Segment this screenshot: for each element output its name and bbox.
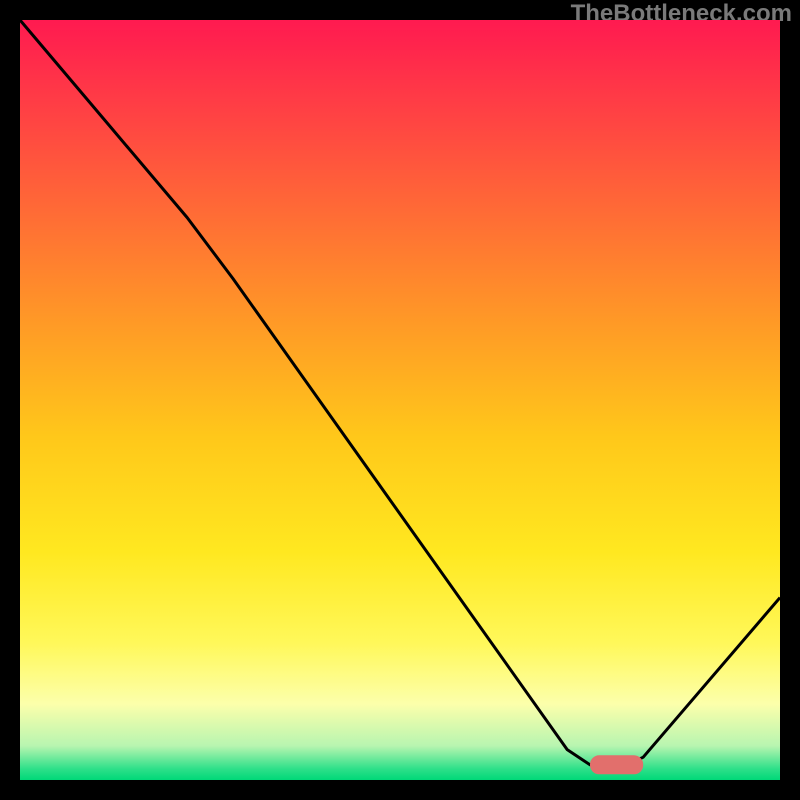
optimum-marker [590, 755, 643, 774]
plot-area [20, 20, 780, 780]
chart-container: TheBottleneck.com [0, 0, 800, 800]
gradient-background [20, 20, 780, 780]
plot-svg [20, 20, 780, 780]
